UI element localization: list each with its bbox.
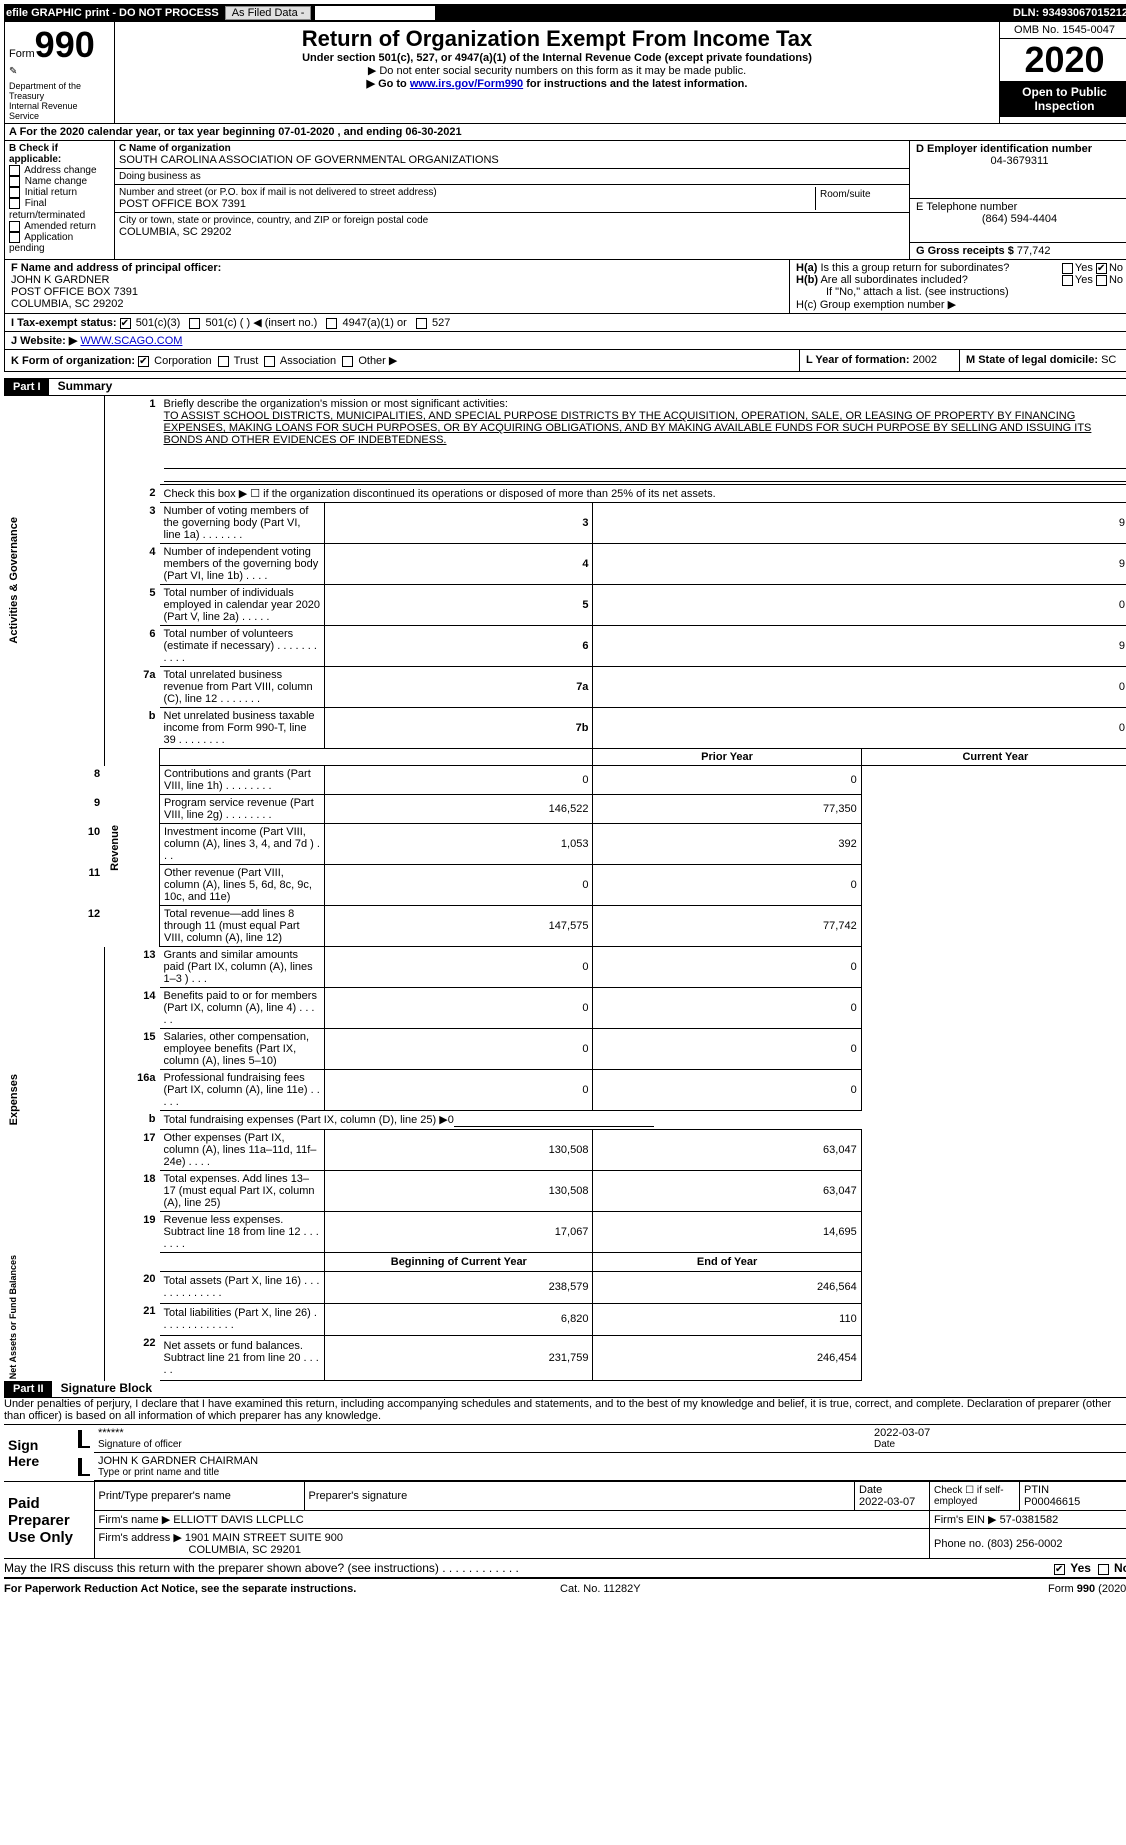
hb-no-checkbox[interactable] [1096, 275, 1107, 286]
form-header: Form990 ✎ Department of the Treasury Int… [4, 22, 1126, 124]
as-filed-button[interactable]: As Filed Data - [225, 6, 312, 20]
form-990-page: efile GRAPHIC print - DO NOT PROCESS As … [4, 4, 1126, 1595]
chk-application-pending[interactable]: Application pending [9, 232, 110, 254]
h-b: H(b) Are all subordinates included? Yes … [796, 274, 1123, 286]
part-i-label: Part I [5, 379, 49, 395]
city-value: COLUMBIA, SC 29202 [119, 226, 905, 238]
chk-initial-return[interactable]: Initial return [9, 187, 110, 198]
street-label: Number and street (or P.O. box if mail i… [119, 187, 815, 198]
form-note-2: ▶ Go to www.irs.gov/Form990 for instruct… [119, 77, 995, 90]
column-d: D Employer identification number 04-3679… [909, 141, 1126, 259]
row-f-h: F Name and address of principal officer:… [4, 260, 1126, 314]
ha-yes-checkbox[interactable] [1062, 263, 1073, 274]
paid-preparer-block: Paid Preparer Use Only Print/Type prepar… [4, 1481, 1126, 1559]
chk-name-change[interactable]: Name change [9, 176, 110, 187]
omb-number: OMB No. 1545-0047 [1000, 22, 1126, 39]
city-label: City or town, state or province, country… [119, 215, 905, 226]
g-label: G Gross receipts $ [916, 245, 1014, 257]
mission-text: TO ASSIST SCHOOL DISTRICTS, MUNICIPALITI… [164, 410, 1092, 446]
declaration-text: Under penalties of perjury, I declare th… [4, 1398, 1126, 1425]
side-expenses: Expenses [8, 1074, 20, 1125]
chk-trust[interactable] [218, 356, 229, 367]
form-note-1: ▶ Do not enter social security numbers o… [119, 64, 995, 77]
form-number: 990 [35, 24, 95, 65]
column-b: B Check if applicable: Address change Na… [5, 141, 115, 259]
chk-final-return[interactable]: Final return/terminated [9, 198, 110, 220]
sign-here-block: Sign Here ****** Signature of officer 20… [4, 1425, 1126, 1481]
b-label: B Check if applicable: [9, 143, 110, 165]
row-k-l-m: K Form of organization: Corporation Trus… [4, 350, 1126, 372]
officer-addr2: COLUMBIA, SC 29202 [11, 298, 783, 310]
hb-yes-checkbox[interactable] [1062, 275, 1073, 286]
summary-table: Activities & Governance 1 Briefly descri… [4, 396, 1126, 1381]
header-grid: B Check if applicable: Address change Na… [4, 141, 1126, 260]
efile-label: efile GRAPHIC print - DO NOT PROCESS [6, 7, 219, 19]
gross-receipts: 77,742 [1017, 245, 1051, 257]
chk-501c3[interactable] [120, 318, 131, 329]
officer-addr1: POST OFFICE BOX 7391 [11, 286, 783, 298]
room-label: Room/suite [820, 189, 901, 200]
dba-label: Doing business as [119, 171, 905, 182]
officer-name: JOHN K GARDNER [11, 274, 783, 286]
c-name-label: C Name of organization [119, 143, 905, 154]
chk-501c[interactable] [189, 318, 200, 329]
discuss-yes-checkbox[interactable] [1054, 1564, 1065, 1575]
row-a-tax-year: A For the 2020 calendar year, or tax yea… [4, 124, 1126, 141]
form-subtitle: Under section 501(c), 527, or 4947(a)(1)… [119, 52, 995, 64]
f-label: F Name and address of principal officer: [11, 262, 783, 274]
e-label: E Telephone number [916, 201, 1123, 213]
irs-logo-icon: ✎ [9, 66, 110, 77]
corner-icon [78, 1458, 90, 1476]
h-note: If "No," attach a list. (see instruction… [796, 286, 1123, 298]
discuss-row: May the IRS discuss this return with the… [4, 1559, 1126, 1579]
ha-no-checkbox[interactable] [1096, 263, 1107, 274]
chk-amended-return[interactable]: Amended return [9, 221, 110, 232]
dept-label: Department of the Treasury Internal Reve… [9, 81, 110, 121]
part-i-title: Summary [52, 379, 119, 393]
chk-address-change[interactable]: Address change [9, 165, 110, 176]
chk-association[interactable] [264, 356, 275, 367]
h-a: H(a) Is this a group return for subordin… [796, 262, 1123, 274]
org-name: SOUTH CAROLINA ASSOCIATION OF GOVERNMENT… [119, 154, 905, 166]
ein-value: 04-3679311 [916, 155, 1123, 167]
chk-527[interactable] [416, 318, 427, 329]
as-filed-input[interactable] [315, 6, 435, 20]
part-ii-title: Signature Block [55, 1381, 158, 1395]
h-c: H(c) Group exemption number ▶ [796, 298, 1123, 311]
phone-value: (864) 594-4404 [916, 213, 1123, 225]
website-link[interactable]: WWW.SCAGO.COM [80, 335, 182, 347]
irs-link[interactable]: www.irs.gov/Form990 [410, 78, 523, 90]
street-value: POST OFFICE BOX 7391 [119, 198, 815, 210]
row-i: I Tax-exempt status: 501(c)(3) 501(c) ( … [5, 314, 1126, 331]
part-ii-label: Part II [5, 1381, 52, 1397]
page-footer: For Paperwork Reduction Act Notice, see … [4, 1579, 1126, 1595]
chk-corporation[interactable] [138, 356, 149, 367]
chk-other[interactable] [342, 356, 353, 367]
tax-year: 2020 [1000, 39, 1126, 81]
side-activities: Activities & Governance [8, 517, 20, 644]
top-bar: efile GRAPHIC print - DO NOT PROCESS As … [4, 4, 1126, 22]
form-title: Return of Organization Exempt From Incom… [119, 26, 995, 52]
side-revenue: Revenue [109, 825, 121, 871]
discuss-no-checkbox[interactable] [1098, 1564, 1109, 1575]
form-word: Form [9, 48, 35, 60]
d-label: D Employer identification number [916, 143, 1123, 155]
row-j: J Website: ▶ WWW.SCAGO.COM [4, 332, 1126, 350]
chk-4947[interactable] [326, 318, 337, 329]
side-net: Net Assets or Fund Balances [8, 1255, 18, 1379]
open-inspection: Open to Public Inspection [1000, 81, 1126, 117]
corner-icon [78, 1430, 90, 1448]
column-c: C Name of organization SOUTH CAROLINA AS… [115, 141, 909, 259]
dln: DLN: 93493067015212 [1013, 7, 1126, 19]
